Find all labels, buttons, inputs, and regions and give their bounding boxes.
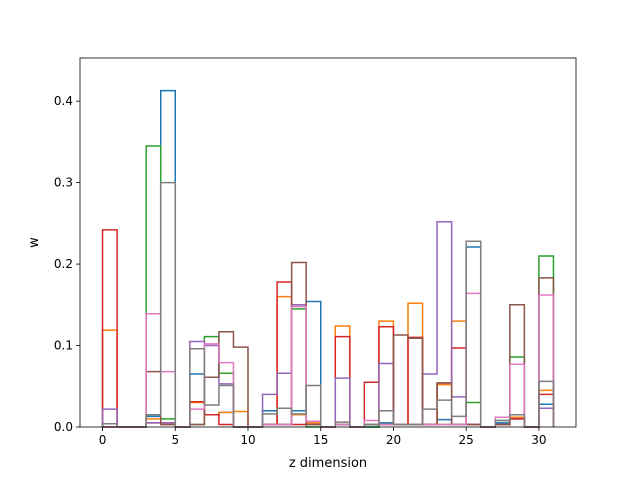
x-axis-ticks: 0 5 10 15 20 25 30 xyxy=(99,427,547,447)
x-tick-label: 20 xyxy=(386,433,401,447)
x-tick-label: 5 xyxy=(171,433,179,447)
axes-frame xyxy=(79,57,577,428)
x-tick-label: 30 xyxy=(531,433,546,447)
y-axis-ticks: 0.0 0.1 0.2 0.3 0.4 xyxy=(54,94,80,434)
y-axis-label: w xyxy=(27,237,42,248)
x-tick-label: 15 xyxy=(313,433,328,447)
y-tick-label: 0.3 xyxy=(54,176,73,190)
y-tick-label: 0.1 xyxy=(54,339,73,353)
y-tick-label: 0.4 xyxy=(54,94,73,108)
y-tick-label: 0.0 xyxy=(54,420,73,434)
x-tick-label: 0 xyxy=(99,433,107,447)
x-axis-label: z dimension xyxy=(289,456,367,471)
y-tick-label: 0.2 xyxy=(54,257,73,271)
x-tick-label: 25 xyxy=(459,433,474,447)
x-tick-label: 10 xyxy=(240,433,255,447)
